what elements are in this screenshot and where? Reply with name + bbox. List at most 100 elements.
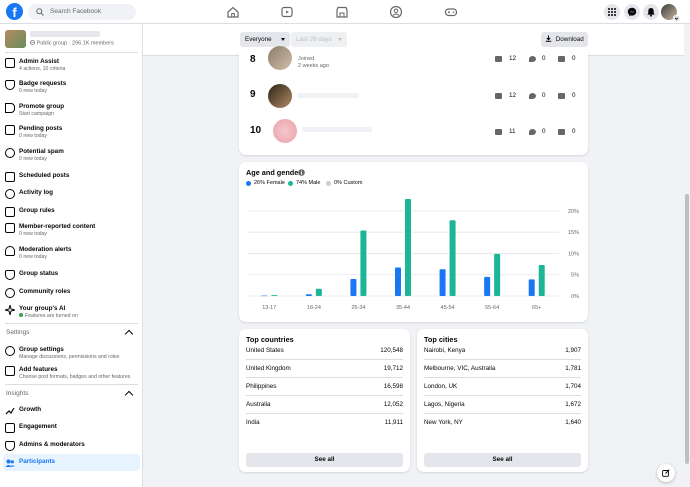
sidebar-item-label: Potential spam bbox=[19, 148, 64, 155]
video-icon[interactable] bbox=[280, 5, 294, 19]
comments-icon bbox=[529, 129, 536, 135]
search-icon bbox=[36, 8, 44, 16]
x-tick-label: 65+ bbox=[532, 305, 541, 311]
compose-icon bbox=[662, 469, 670, 477]
caret-down-icon bbox=[338, 38, 342, 41]
badge-icon bbox=[5, 80, 15, 90]
calendar-icon bbox=[5, 172, 15, 182]
age-gender-title: Age and gender bbox=[246, 168, 302, 177]
sidebar-item-label: Community roles bbox=[19, 288, 71, 295]
home-icon[interactable] bbox=[226, 5, 240, 19]
legend-female-label: 26% Female bbox=[254, 180, 285, 186]
date-range-value: Last 28 days bbox=[296, 36, 332, 43]
account-avatar[interactable] bbox=[661, 4, 677, 20]
clock-icon bbox=[5, 189, 15, 199]
member-rank: 9 bbox=[250, 89, 256, 100]
sidebar-item-sub: 0 new today bbox=[19, 254, 47, 260]
sidebar-item-sub: 0 new today bbox=[19, 156, 47, 162]
date-range-dropdown[interactable]: Last 28 days bbox=[291, 32, 347, 47]
member-avatar[interactable] bbox=[273, 119, 297, 143]
location-name: London, UK bbox=[424, 383, 458, 390]
admin-sidebar bbox=[0, 24, 143, 487]
member-avatar[interactable] bbox=[268, 84, 292, 108]
member-comments-count: 0 bbox=[542, 55, 546, 62]
top-cities-card: Top cities Nairobi, Kenya 1,907 Melbourne,… bbox=[417, 329, 588, 472]
bell-icon bbox=[647, 8, 655, 17]
new-message-button[interactable] bbox=[657, 464, 675, 482]
legend-male: 74% Male bbox=[288, 180, 320, 186]
insights-section-title: Insights bbox=[6, 390, 29, 397]
download-button[interactable]: Download bbox=[541, 32, 588, 47]
settings-section-title: Settings bbox=[6, 329, 30, 336]
member-name-redacted[interactable] bbox=[297, 93, 359, 98]
sidebar-item-label: Scheduled posts bbox=[19, 172, 70, 179]
sidebar-item-label: Participants bbox=[19, 458, 56, 465]
sidebar-item-label: Member-reported content bbox=[19, 223, 96, 230]
scrollbar-thumb[interactable] bbox=[685, 194, 689, 464]
add-features-icon bbox=[5, 366, 15, 376]
info-icon[interactable] bbox=[298, 169, 305, 176]
y-tick-label: 0% bbox=[571, 294, 579, 300]
x-tick-label: 25-34 bbox=[351, 305, 365, 311]
legend-swatch-male bbox=[288, 180, 293, 186]
member-posts-count: 11 bbox=[509, 128, 516, 135]
sparkle-icon bbox=[4, 304, 16, 316]
group-cover-thumbnail[interactable] bbox=[5, 30, 26, 48]
notifications-button[interactable] bbox=[643, 4, 659, 20]
member-reactions-count: 0 bbox=[572, 128, 576, 135]
audience-dropdown[interactable]: Everyone bbox=[240, 32, 290, 47]
top-countries-title: Top countries bbox=[246, 335, 294, 344]
reactions-icon bbox=[558, 56, 565, 62]
x-tick-label: 18-24 bbox=[307, 305, 321, 311]
participants-icon bbox=[5, 458, 15, 468]
see-all-countries-button[interactable]: See all bbox=[246, 453, 403, 467]
roles-icon bbox=[5, 288, 15, 298]
bar-female bbox=[395, 267, 401, 296]
sidebar-item-sub: 0 new today bbox=[19, 133, 47, 139]
search-input[interactable]: Search Facebook bbox=[28, 4, 136, 20]
grid-menu-icon bbox=[608, 8, 616, 16]
globe-icon bbox=[30, 40, 35, 45]
location-member-count: 1,704 bbox=[565, 383, 581, 390]
chevron-down-icon[interactable] bbox=[673, 15, 680, 22]
sidebar-item-sub: 0 new today bbox=[19, 88, 47, 94]
member-avatar[interactable] bbox=[268, 46, 292, 70]
location-member-count: 19,712 bbox=[383, 365, 403, 372]
messenger-button[interactable] bbox=[624, 4, 640, 20]
see-all-cities-button[interactable]: See all bbox=[424, 453, 581, 467]
y-tick-label: 5% bbox=[571, 273, 579, 279]
group-meta: Public group · 296.1K members bbox=[30, 40, 114, 47]
top-countries-card: Top countries United States 120,548 United… bbox=[239, 329, 410, 472]
location-name: Australia bbox=[246, 401, 271, 408]
marketplace-icon[interactable] bbox=[335, 5, 349, 19]
member-reactions-count: 0 bbox=[572, 92, 576, 99]
row-divider bbox=[424, 395, 581, 396]
member-comments-count: 0 bbox=[542, 92, 546, 99]
top-contributors-card: 8 Joined 2 weeks ago 9 10 12 0 0 12 0 0 … bbox=[239, 46, 588, 155]
search-placeholder: Search Facebook bbox=[50, 8, 101, 15]
bar-male bbox=[538, 264, 545, 296]
sidebar-item-label: Admin Assist bbox=[19, 58, 60, 65]
sidebar-item-label: Growth bbox=[19, 406, 42, 413]
scrollbar[interactable] bbox=[684, 24, 690, 487]
legend-female: 26% Female bbox=[246, 180, 285, 186]
bar-male bbox=[449, 220, 456, 296]
sidebar-item-label: Your group's AI bbox=[19, 305, 66, 312]
groups-icon[interactable] bbox=[389, 5, 403, 19]
menu-button[interactable] bbox=[604, 4, 620, 20]
gaming-icon[interactable] bbox=[444, 5, 458, 19]
posts-icon bbox=[495, 93, 502, 99]
row-divider bbox=[246, 377, 403, 378]
facebook-logo[interactable]: f bbox=[6, 3, 23, 20]
like-icon bbox=[5, 423, 15, 433]
y-tick-label: 15% bbox=[568, 230, 579, 236]
legend-swatch-female bbox=[246, 180, 251, 186]
download-icon bbox=[545, 35, 552, 42]
sidebar-item-label: Promote group bbox=[19, 103, 65, 110]
gear-icon bbox=[5, 346, 15, 356]
bar-male bbox=[360, 230, 367, 296]
group-name-redacted[interactable] bbox=[30, 31, 100, 37]
legend-male-label: 74% Male bbox=[296, 180, 321, 186]
row-divider bbox=[424, 359, 581, 360]
member-name-redacted[interactable] bbox=[302, 127, 372, 132]
